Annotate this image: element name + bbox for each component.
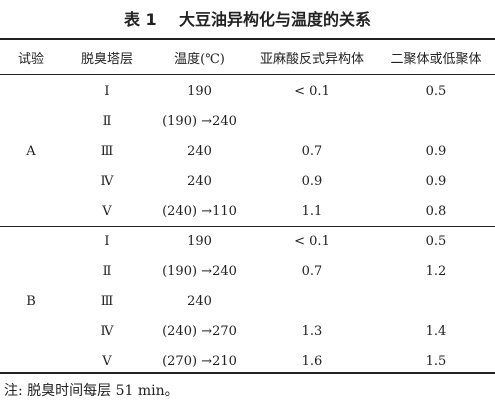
group-separator-rule [0,226,495,227]
table-title: 大豆油异构化与温度的关系 [178,10,371,29]
group-a: A Ⅰ 190 < 0.1 0.5 Ⅱ (190) →240 Ⅲ 240 0.7… [0,74,495,226]
layer-cell: Ⅱ [102,263,112,279]
temperature-cell: 190 [187,83,212,99]
layer-cell: Ⅰ [104,233,110,249]
dimer-cell: 0.9 [425,173,447,189]
dimer-cell [377,106,495,136]
table-row: A Ⅰ 190 < 0.1 0.5 [0,74,495,159]
layer-cell: Ⅳ [100,323,114,339]
header-rule [0,74,495,75]
temperature-cell: 190 [187,233,212,249]
table-row: B Ⅰ 190 < 0.1 0.5 [0,226,495,309]
layer-cell: Ⅴ [102,353,112,369]
layer-cell: Ⅴ [102,203,112,219]
dimer-cell: 1.2 [425,263,447,279]
table-row: Ⅴ (270) →210 1.6 1.5 [0,346,495,376]
header-row: 试验 脱臭塔层 温度(℃) 亚麻酸反式异构体 二聚体或低聚体 [0,40,495,74]
data-table: 试验 脱臭塔层 温度(℃) 亚麻酸反式异构体 二聚体或低聚体 A Ⅰ 190 <… [0,40,495,376]
bottom-rule [0,372,495,374]
temperature-cell: 240 [187,173,212,189]
trans-cell [247,106,377,136]
layer-cell: Ⅲ [100,293,114,309]
table-caption: 表 1 大豆油异构化与温度的关系 [0,6,495,30]
header-trial: 试验 [17,51,44,67]
dimer-cell: 0.5 [425,233,447,249]
trans-cell: 1.1 [301,203,323,219]
group-b: B Ⅰ 190 < 0.1 0.5 Ⅱ (190) →240 0.7 1.2 Ⅲ… [0,226,495,376]
temperature-cell: (190) →240 [162,263,237,279]
table-row: Ⅱ (190) →240 0.7 1.2 [0,256,495,286]
trial-cell: A [26,143,36,159]
temperature-cell: (190) →240 [162,113,237,129]
header-dimer: 二聚体或低聚体 [390,51,482,67]
table-row: Ⅳ 240 0.9 0.9 [0,166,495,196]
trial-cell: B [26,293,36,309]
layer-cell: Ⅰ [104,83,110,99]
header-temperature: 温度(℃) [174,51,225,67]
trans-cell: < 0.1 [294,233,330,249]
temperature-cell: (240) →110 [162,203,237,219]
dimer-cell [377,286,495,316]
dimer-cell: 1.4 [425,323,447,339]
table-row: Ⅳ (240) →270 1.3 1.4 [0,316,495,346]
temperature-cell: (240) →270 [162,323,237,339]
layer-cell: Ⅱ [102,113,112,129]
trans-cell: 1.6 [301,353,323,369]
table-row: Ⅱ (190) →240 [0,106,495,136]
table-row: Ⅲ 240 [0,286,495,316]
header-layer: 脱臭塔层 [80,51,133,67]
trans-cell: 1.3 [301,323,323,339]
table-row: Ⅴ (240) →110 1.1 0.8 [0,196,495,226]
table-note: 注: 脱臭时间每层 51 min。 [4,383,179,399]
dimer-cell: 0.5 [425,83,447,99]
dimer-cell: 1.5 [425,353,447,369]
trans-cell: 0.7 [301,143,323,159]
top-rule [0,38,495,40]
header-trans-isomer: 亚麻酸反式异构体 [259,51,364,67]
temperature-cell: 240 [187,293,212,309]
trans-cell [247,286,377,316]
layer-cell: Ⅲ [100,143,114,159]
temperature-cell: 240 [187,143,212,159]
table-label: 表 1 [123,10,157,29]
trans-cell: 0.7 [301,263,323,279]
trans-cell: < 0.1 [294,83,330,99]
dimer-cell: 0.8 [425,203,447,219]
temperature-cell: (270) →210 [162,353,237,369]
table-row: Ⅲ 240 0.7 0.9 [0,136,495,166]
dimer-cell: 0.9 [425,143,447,159]
trans-cell: 0.9 [301,173,323,189]
layer-cell: Ⅳ [100,173,114,189]
